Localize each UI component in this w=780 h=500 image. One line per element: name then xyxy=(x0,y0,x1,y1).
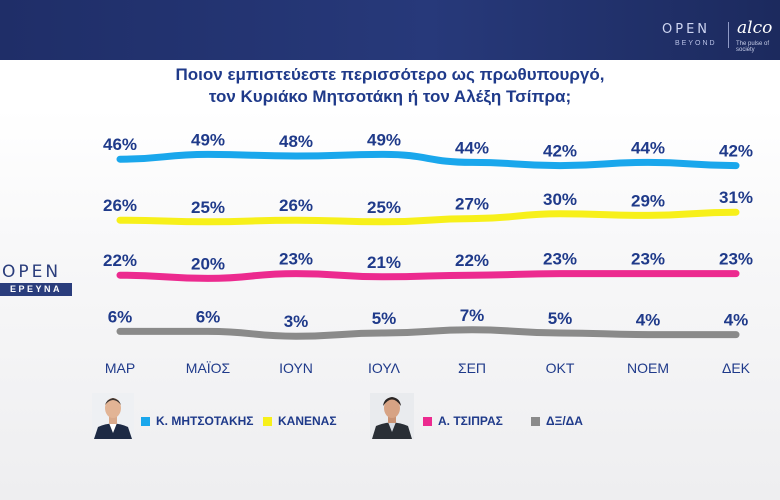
top-banner: OPEN BEYOND alco The pulse of society xyxy=(0,0,780,60)
data-label-mitsotakis: 42% xyxy=(543,142,577,161)
legend-label-tsipras: Α. ΤΣΙΠΡΑΣ xyxy=(438,414,503,428)
data-label-kanenas: 26% xyxy=(103,196,137,215)
data-label-kanenas: 25% xyxy=(191,198,225,217)
x-tick-label: ΔΕΚ xyxy=(722,360,751,376)
data-label-kanenas: 26% xyxy=(279,196,313,215)
brand-divider xyxy=(728,22,729,48)
data-label-kanenas: 25% xyxy=(367,198,401,217)
data-label-dxda: 4% xyxy=(724,311,749,330)
data-label-kanenas: 29% xyxy=(631,191,665,210)
x-tick-label: ΝΟΕΜ xyxy=(627,360,669,376)
tsipras-photo xyxy=(370,393,414,439)
data-label-tsipras: 23% xyxy=(631,250,665,269)
alco-logo: alco xyxy=(737,18,773,38)
data-label-mitsotakis: 48% xyxy=(279,132,313,151)
data-label-tsipras: 22% xyxy=(455,251,489,270)
legend-label-mitsotakis: Κ. ΜΗΤΣΟΤΑΚΗΣ xyxy=(156,414,254,428)
data-label-dxda: 3% xyxy=(284,312,309,331)
data-label-mitsotakis: 46% xyxy=(103,135,137,154)
data-label-kanenas: 31% xyxy=(719,188,753,207)
open-ereuna-logo-word: OPEN xyxy=(2,262,62,282)
data-label-mitsotakis: 44% xyxy=(455,138,489,157)
data-label-tsipras: 20% xyxy=(191,254,225,273)
data-label-dxda: 6% xyxy=(196,307,221,326)
x-tick-label: ΜΑΪΟΣ xyxy=(186,360,231,376)
data-label-tsipras: 23% xyxy=(719,250,753,269)
chart-title-line-2: τον Κυριάκο Μητσοτάκη ή τον Αλέξη Τσίπρα… xyxy=(208,87,572,106)
data-label-dxda: 5% xyxy=(548,309,573,328)
data-label-dxda: 7% xyxy=(460,306,485,325)
legend-label-dxda: ΔΞ/ΔΑ xyxy=(546,414,583,428)
x-tick-label: ΙΟΥΝ xyxy=(279,360,313,376)
data-label-dxda: 5% xyxy=(372,309,397,328)
open-ereuna-logo: OPEN ΕΡΕΥΝΑ xyxy=(0,262,74,296)
x-tick-label: ΣΕΠ xyxy=(458,360,486,376)
legend-swatch-dxda xyxy=(531,417,540,426)
chart-title: Ποιον εμπιστεύεστε περισσότερο ως πρωθυπ… xyxy=(100,64,680,108)
x-tick-label: ΙΟΥΛ xyxy=(368,360,401,376)
series-line-tsipras xyxy=(116,270,740,282)
open-beyond-logo-subtitle: BEYOND xyxy=(675,40,717,47)
series-line-mitsotakis xyxy=(116,150,740,170)
mitsotakis-photo xyxy=(92,393,134,439)
x-tick-label: ΟΚΤ xyxy=(546,360,575,376)
legend-swatch-kanenas xyxy=(263,417,272,426)
data-label-mitsotakis: 44% xyxy=(631,138,665,157)
open-ereuna-logo-box: ΕΡΕΥΝΑ xyxy=(0,283,72,296)
x-tick-label: ΜΑΡ xyxy=(105,360,135,376)
data-label-tsipras: 23% xyxy=(543,250,577,269)
legend-label-kanenas: ΚΑΝΕΝΑΣ xyxy=(278,414,337,428)
data-label-kanenas: 27% xyxy=(455,195,489,214)
data-label-tsipras: 22% xyxy=(103,251,137,270)
data-label-tsipras: 23% xyxy=(279,250,313,269)
data-label-mitsotakis: 42% xyxy=(719,142,753,161)
series-line-dxda xyxy=(116,326,740,340)
data-label-kanenas: 30% xyxy=(543,190,577,209)
data-label-dxda: 6% xyxy=(108,307,133,326)
data-label-mitsotakis: 49% xyxy=(191,130,225,149)
chart-title-line-1: Ποιον εμπιστεύεστε περισσότερο ως πρωθυπ… xyxy=(175,65,605,84)
data-label-tsipras: 21% xyxy=(367,253,401,272)
data-label-dxda: 4% xyxy=(636,311,661,330)
series-line-kanenas xyxy=(116,208,740,226)
open-beyond-logo: OPEN xyxy=(662,22,711,37)
alco-logo-tagline: The pulse of society xyxy=(736,41,770,53)
legend-swatch-mitsotakis xyxy=(141,417,150,426)
legend-swatch-tsipras xyxy=(423,417,432,426)
data-label-mitsotakis: 49% xyxy=(367,130,401,149)
